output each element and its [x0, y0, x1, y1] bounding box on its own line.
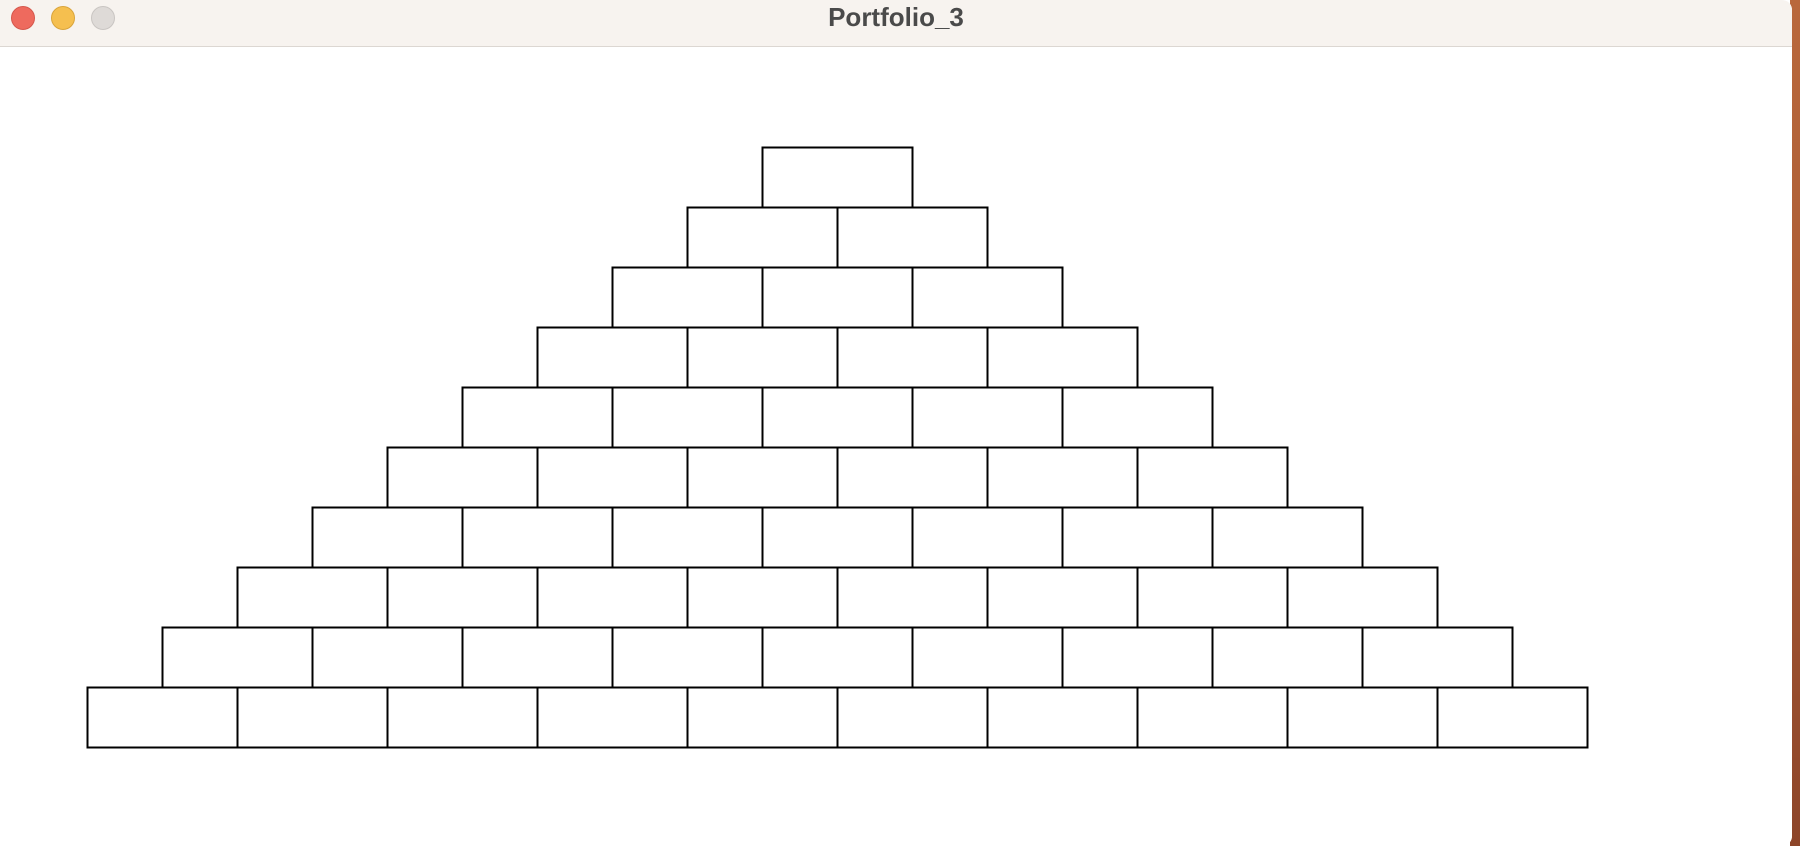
brick-row-2-2 [836, 206, 989, 269]
brick-row-10-5 [686, 686, 839, 749]
brick-row-6-5 [986, 446, 1139, 509]
brick-row-10-9 [1286, 686, 1439, 749]
brick-row-8-5 [836, 566, 989, 629]
brick-row-6-1 [386, 446, 539, 509]
brick-row-8-3 [536, 566, 689, 629]
window-title: Portfolio_3 [828, 2, 964, 32]
brick-row-3-3 [911, 266, 1064, 329]
brick-row-10-8 [1136, 686, 1289, 749]
brick-row-10-6 [836, 686, 989, 749]
brick-row-10-3 [386, 686, 539, 749]
brick-row-10-7 [986, 686, 1139, 749]
minimize-window-button[interactable] [51, 6, 75, 30]
brick-row-9-2 [311, 626, 464, 689]
brick-row-4-3 [836, 326, 989, 389]
brick-row-9-9 [1361, 626, 1514, 689]
brick-row-1-1 [761, 146, 914, 209]
brick-row-7-1 [311, 506, 464, 569]
brick-row-7-6 [1061, 506, 1214, 569]
brick-row-7-5 [911, 506, 1064, 569]
brick-row-8-6 [986, 566, 1139, 629]
brick-row-7-2 [461, 506, 614, 569]
brick-row-4-1 [536, 326, 689, 389]
brick-row-9-6 [911, 626, 1064, 689]
close-window-button[interactable] [11, 6, 35, 30]
brick-row-5-3 [761, 386, 914, 449]
zoom-window-button[interactable] [91, 6, 115, 30]
brick-row-5-1 [461, 386, 614, 449]
brick-row-8-1 [236, 566, 389, 629]
brick-row-2-1 [686, 206, 839, 269]
brick-row-10-2 [236, 686, 389, 749]
brick-row-9-4 [611, 626, 764, 689]
brick-row-9-8 [1211, 626, 1364, 689]
title-bar[interactable]: Portfolio_3 [0, 0, 1792, 47]
brick-row-10-4 [536, 686, 689, 749]
drawing-canvas [0, 47, 1792, 846]
brick-row-6-6 [1136, 446, 1289, 509]
brick-row-5-4 [911, 386, 1064, 449]
brick-row-9-1 [161, 626, 314, 689]
brick-row-7-7 [1211, 506, 1364, 569]
brick-row-6-2 [536, 446, 689, 509]
brick-row-6-4 [836, 446, 989, 509]
brick-row-10-1 [86, 686, 239, 749]
desktop-background [1790, 0, 1800, 846]
brick-row-8-2 [386, 566, 539, 629]
brick-row-8-8 [1286, 566, 1439, 629]
brick-row-9-5 [761, 626, 914, 689]
brick-row-5-2 [611, 386, 764, 449]
brick-row-4-4 [986, 326, 1139, 389]
brick-row-8-4 [686, 566, 839, 629]
brick-row-9-3 [461, 626, 614, 689]
brick-row-4-2 [686, 326, 839, 389]
brick-row-5-5 [1061, 386, 1214, 449]
brick-pyramid [86, 146, 1589, 749]
brick-row-8-7 [1136, 566, 1289, 629]
brick-row-9-7 [1061, 626, 1214, 689]
brick-row-7-3 [611, 506, 764, 569]
brick-row-3-2 [761, 266, 914, 329]
brick-row-3-1 [611, 266, 764, 329]
brick-row-6-3 [686, 446, 839, 509]
brick-row-7-4 [761, 506, 914, 569]
brick-row-10-10 [1436, 686, 1589, 749]
